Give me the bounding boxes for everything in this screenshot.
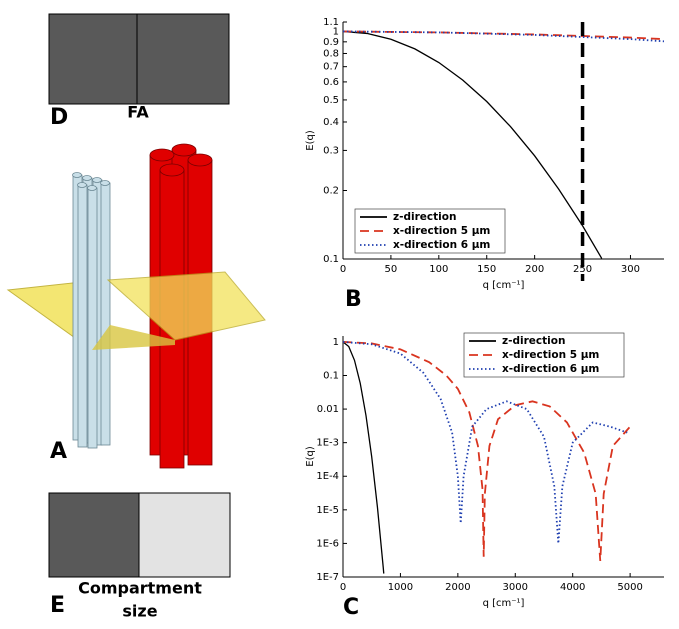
- x-tick-label: 250: [573, 264, 592, 275]
- legend-label: x-direction 5 μm: [502, 349, 599, 361]
- x-tick-label: 1000: [388, 582, 413, 593]
- panel-letter: C: [343, 595, 359, 620]
- size-map-right: [138, 492, 231, 578]
- series-line: [343, 341, 631, 562]
- size-map-left: [48, 492, 140, 578]
- y-tick-label: 1E-6: [316, 538, 339, 549]
- legend-label: z-direction: [393, 211, 456, 223]
- y-tick-label: 0.9: [323, 37, 339, 48]
- y-tick-label: 0.4: [323, 117, 339, 128]
- y-tick-label: 1E-3: [316, 438, 339, 449]
- panel-label: Compartment: [78, 579, 202, 598]
- y-tick-label: 0.01: [317, 404, 339, 415]
- x-tick-label: 150: [477, 264, 496, 275]
- panel-label: FA: [127, 103, 149, 122]
- x-tick-label: 2000: [445, 582, 470, 593]
- y-tick-label: 0.3: [323, 145, 339, 156]
- x-tick-label: 0: [340, 582, 346, 593]
- y-tick-label: 0.5: [323, 95, 339, 106]
- y-axis-label: E(q): [305, 130, 316, 151]
- plot-area: [343, 341, 631, 574]
- legend-label: x-direction 6 μm: [502, 363, 599, 375]
- fa-map: [48, 13, 230, 105]
- y-tick-label: 1.1: [323, 17, 339, 28]
- x-tick-label: 0: [340, 264, 346, 275]
- series-line: [343, 30, 603, 259]
- y-tick-label: 1E-7: [316, 572, 339, 583]
- panel-letter: D: [50, 105, 68, 130]
- y-tick-label: 0.2: [323, 185, 339, 196]
- y-tick-label: 1: [333, 26, 339, 37]
- x-tick-label: 4000: [560, 582, 585, 593]
- y-tick-label: 0.6: [323, 77, 339, 88]
- x-tick-label: 3000: [503, 582, 528, 593]
- x-axis-label: q [cm⁻¹]: [483, 598, 525, 609]
- illustration: [6, 143, 266, 469]
- y-tick-label: 0.7: [323, 62, 339, 73]
- x-tick-label: 100: [429, 264, 448, 275]
- legend-label: z-direction: [502, 335, 565, 347]
- series-line: [343, 341, 385, 574]
- y-axis-label: E(q): [305, 446, 316, 467]
- series-line: [343, 30, 664, 41]
- panel-label: size: [122, 602, 157, 621]
- y-tick-label: 1: [333, 337, 339, 348]
- y-tick-label: 0.1: [323, 370, 339, 381]
- x-tick-label: 5000: [617, 582, 642, 593]
- panel-letter: B: [345, 287, 362, 312]
- y-tick-label: 0.8: [323, 48, 339, 59]
- y-tick-label: 0.1: [323, 254, 339, 265]
- x-tick-label: 200: [525, 264, 544, 275]
- x-tick-label: 50: [385, 264, 398, 275]
- panel-letter: E: [50, 593, 65, 618]
- y-tick-label: 1E-5: [316, 505, 339, 516]
- legend-label: x-direction 6 μm: [393, 239, 490, 251]
- x-tick-label: 300: [621, 264, 640, 275]
- panel-letter: A: [50, 439, 67, 464]
- plot-area: [343, 30, 664, 259]
- x-axis-label: q [cm⁻¹]: [483, 280, 525, 291]
- legend-label: x-direction 5 μm: [393, 225, 490, 237]
- y-tick-label: 1E-4: [316, 471, 339, 482]
